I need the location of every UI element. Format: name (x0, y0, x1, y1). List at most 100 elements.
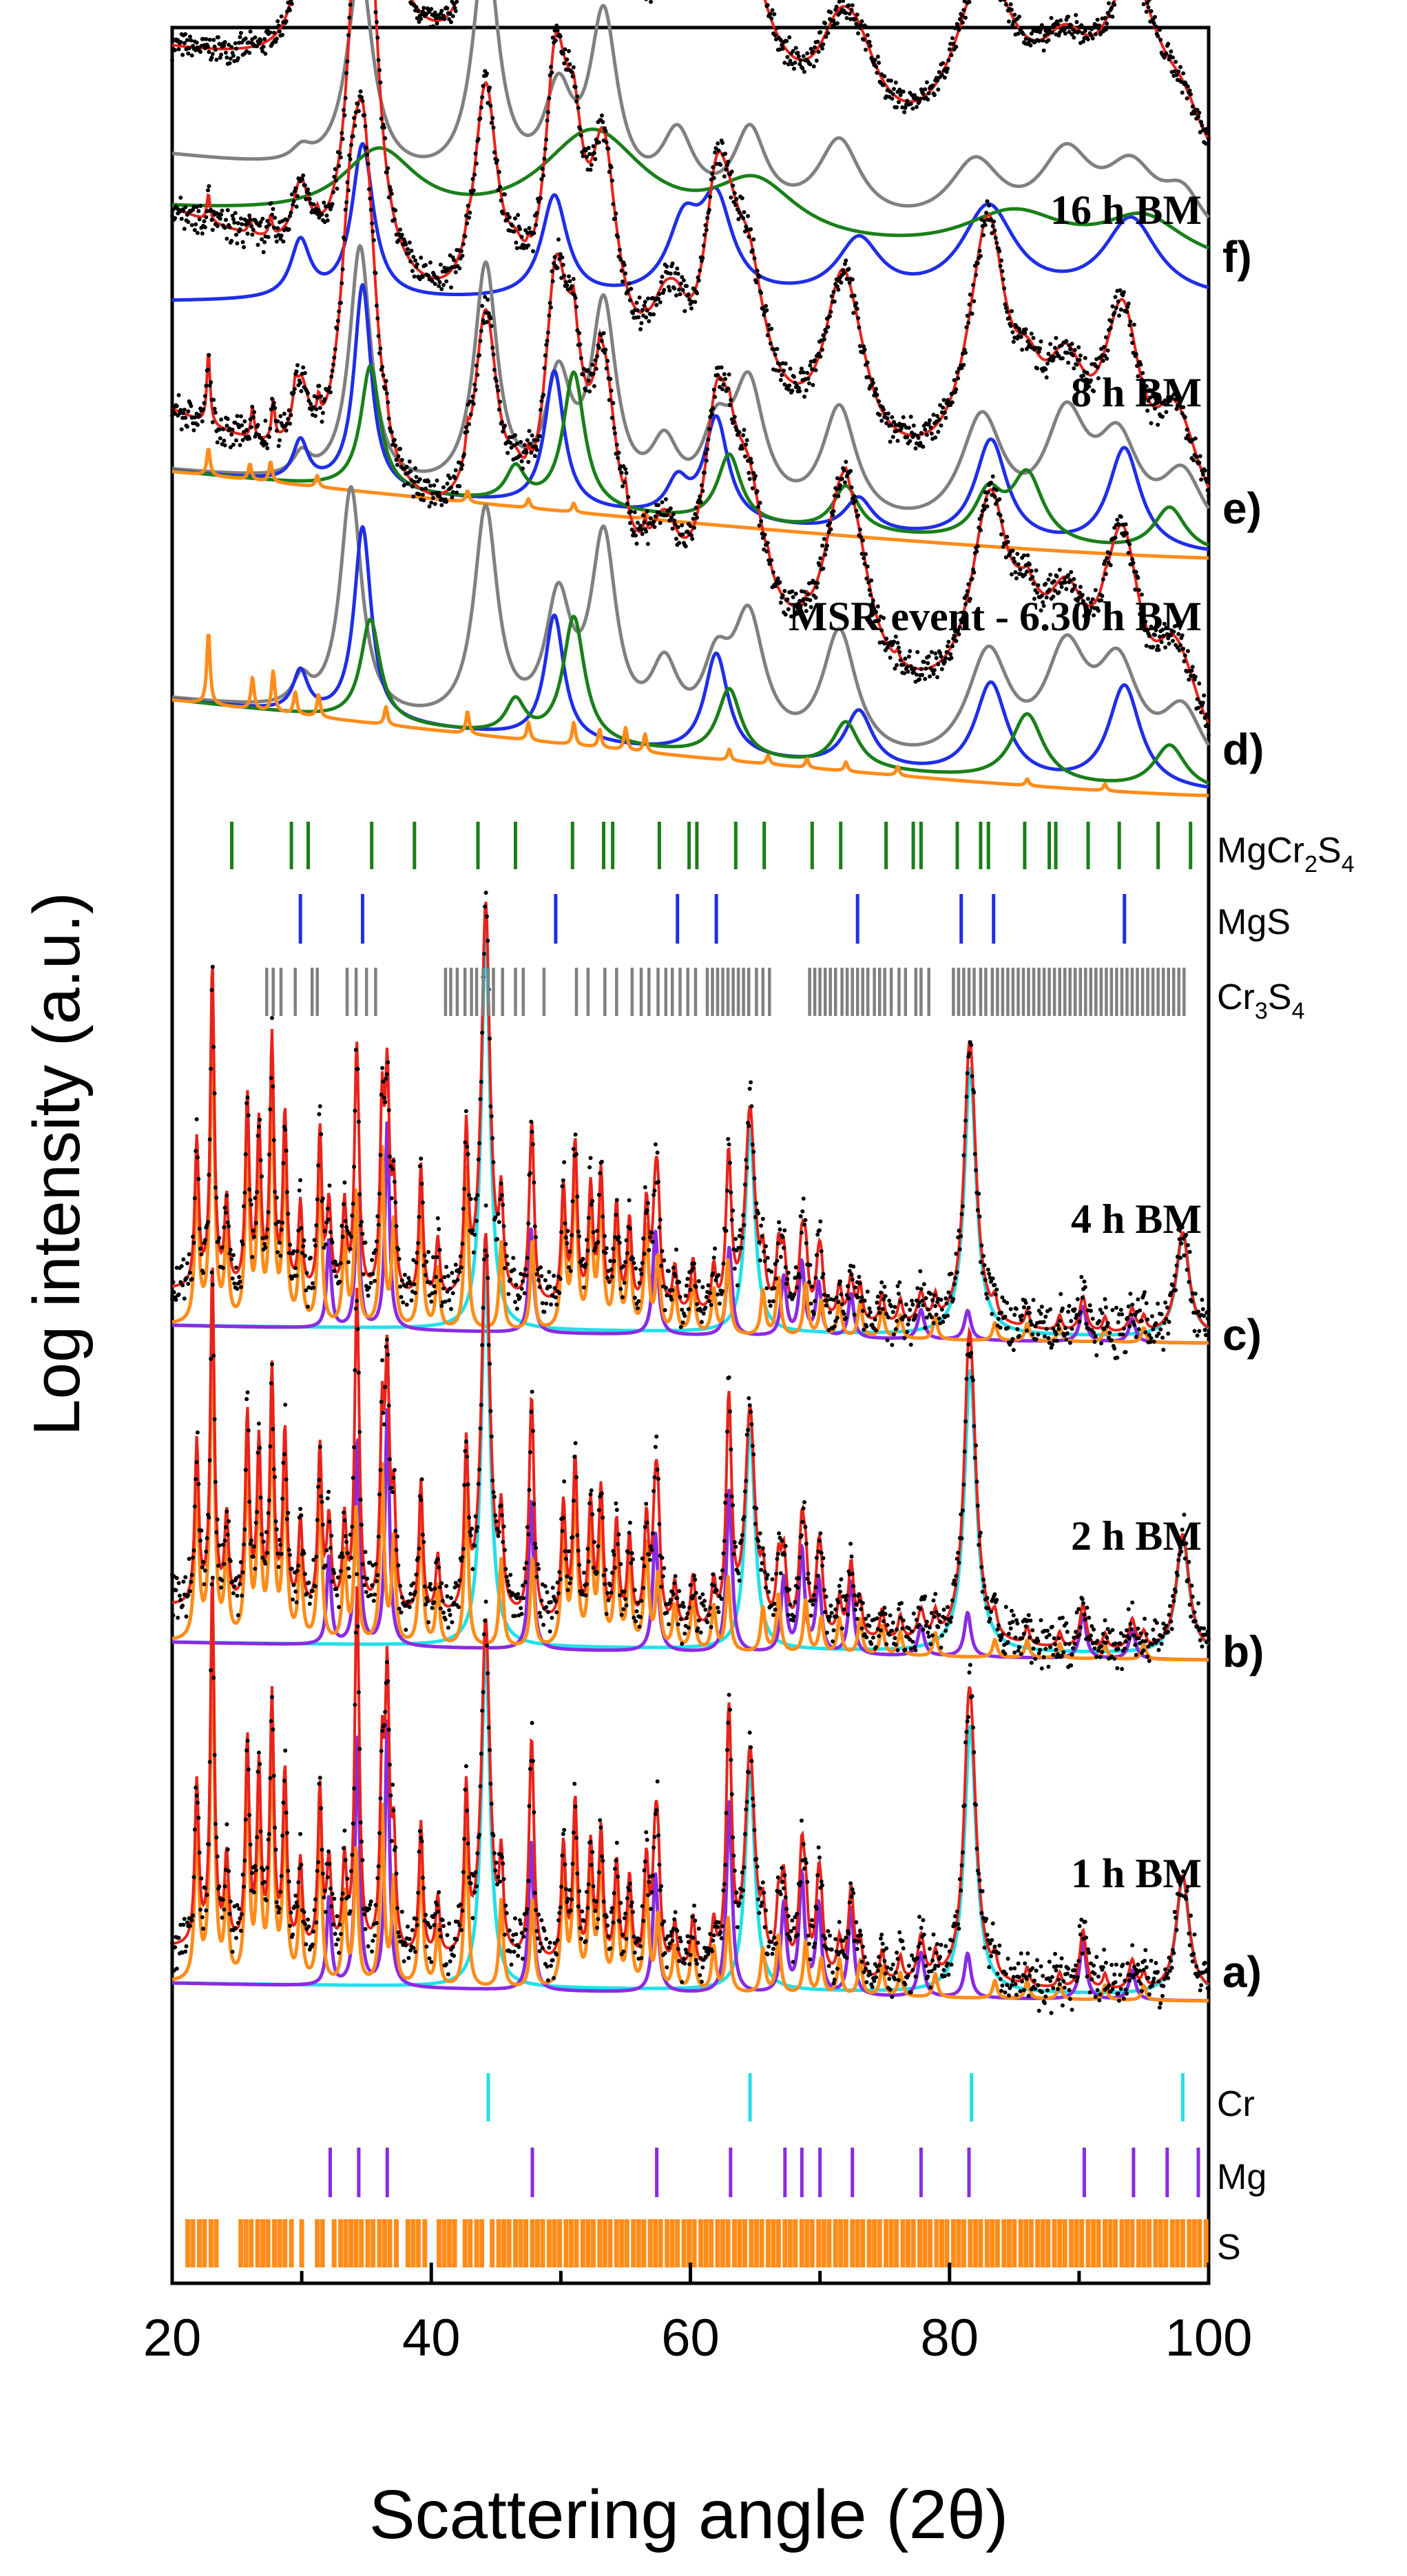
observed-point (1149, 624, 1154, 629)
observed-point (202, 1238, 207, 1243)
observed-point (428, 1280, 432, 1285)
observed-point (242, 1190, 247, 1195)
observed-point (749, 227, 753, 231)
observed-point (828, 1310, 832, 1315)
observed-point (210, 1282, 215, 1287)
observed-point (590, 1198, 595, 1203)
observed-point (923, 87, 928, 92)
observed-point (453, 9, 458, 13)
observed-point (609, 1590, 614, 1595)
observed-point (570, 1199, 575, 1204)
observed-point (543, 353, 548, 358)
observed-point (850, 3, 855, 8)
observed-point (918, 441, 923, 445)
observed-point (981, 1254, 986, 1258)
observed-point (271, 1084, 275, 1089)
observed-point (416, 1240, 421, 1245)
pattern-title: 8 h BM (1071, 370, 1202, 415)
observed-point (381, 1079, 386, 1084)
observed-point (224, 1210, 228, 1215)
observed-point (906, 654, 911, 659)
observed-point (335, 318, 340, 323)
observed-point (1185, 1267, 1189, 1272)
observed-point (568, 1269, 573, 1274)
observed-point (749, 457, 753, 461)
observed-point (488, 85, 492, 90)
observed-point (1105, 348, 1110, 353)
observed-point (519, 439, 523, 444)
observed-point (850, 1277, 855, 1282)
observed-point (256, 1124, 261, 1129)
observed-point (507, 215, 512, 220)
observed-point (212, 1417, 217, 1422)
observed-point (220, 1578, 225, 1583)
observed-point (895, 641, 900, 645)
observed-point (694, 1285, 698, 1289)
observed-point (814, 585, 819, 590)
observed-point (271, 1426, 275, 1431)
observed-point (225, 1220, 230, 1225)
observed-point (691, 517, 696, 521)
observed-point (1024, 1328, 1029, 1333)
observed-point (426, 273, 431, 278)
observed-point (248, 217, 253, 222)
observed-point (1105, 21, 1109, 26)
observed-point (470, 1526, 475, 1531)
observed-point (1120, 1312, 1125, 1317)
observed-point (192, 1504, 197, 1509)
observed-point (431, 24, 435, 29)
observed-point (316, 1484, 321, 1489)
observed-point (396, 238, 401, 243)
observed-point (1057, 568, 1062, 572)
observed-point (901, 415, 906, 419)
observed-point (399, 1278, 404, 1283)
observed-point (527, 428, 532, 433)
observed-point (804, 609, 809, 614)
observed-point (852, 1312, 857, 1317)
observed-point (848, 468, 853, 473)
observed-point (844, 1293, 849, 1298)
observed-point (197, 413, 202, 417)
observed-point (563, 1549, 567, 1554)
observed-point (742, 210, 747, 215)
observed-point (678, 1617, 683, 1621)
observed-point (416, 1555, 421, 1560)
observed-point (314, 1223, 319, 1227)
observed-point (711, 406, 716, 411)
observed-point (413, 466, 417, 470)
observed-point (893, 1305, 897, 1309)
observed-point (335, 1593, 340, 1598)
observed-point (383, 1100, 388, 1105)
observed-point (769, 16, 774, 21)
observed-point (368, 196, 373, 201)
observed-point (309, 1256, 313, 1260)
observed-point (752, 1176, 757, 1181)
observed-point (301, 173, 306, 178)
observed-point (913, 1313, 918, 1318)
observed-point (413, 1590, 417, 1595)
observed-point (934, 419, 939, 424)
observed-point (1077, 1320, 1082, 1324)
observed-point (499, 1504, 503, 1508)
observed-point (757, 1240, 762, 1245)
observed-point (262, 37, 267, 41)
observed-point (291, 1597, 295, 1602)
observed-point (1090, 1316, 1095, 1321)
observed-point (315, 1517, 320, 1522)
observed-point (289, 1566, 294, 1571)
observed-point (473, 1196, 478, 1201)
observed-point (1003, 2, 1008, 7)
phase-curve-MgCr2S4 (171, 364, 1210, 547)
observed-point (187, 1252, 191, 1256)
observed-point (373, 1248, 378, 1253)
observed-point (979, 513, 984, 518)
observed-point (726, 160, 731, 164)
observed-point (772, 12, 777, 17)
observed-point (1060, 1306, 1065, 1311)
observed-point (222, 438, 227, 443)
observed-point (964, 1094, 969, 1099)
observed-point (946, 1313, 950, 1318)
observed-point (644, 0, 648, 1)
observed-point (1164, 410, 1169, 415)
observed-point (445, 1594, 450, 1599)
